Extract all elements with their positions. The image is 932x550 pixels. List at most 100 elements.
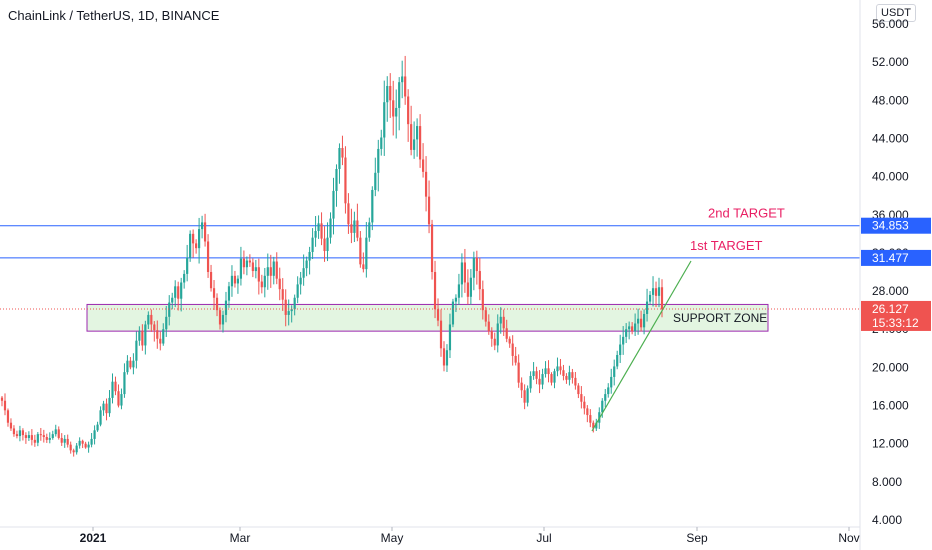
candle-body: [660, 287, 664, 310]
candle-body: [457, 284, 461, 298]
candle-body: [290, 309, 293, 312]
candle-body: [203, 222, 207, 242]
candle-body: [248, 260, 251, 263]
candle-body: [317, 223, 320, 231]
price-axis: 56.00052.00048.00044.00040.00036.00032.0…: [872, 17, 909, 527]
candle-body: [634, 323, 637, 332]
candle-body: [377, 148, 380, 173]
candle-body: [433, 272, 437, 310]
candle-body: [233, 275, 237, 284]
currency-selector[interactable]: USDT: [876, 4, 916, 22]
candle-body: [637, 318, 640, 324]
candle-body: [631, 326, 634, 332]
target-levels: 2nd TARGET 1st TARGET: [0, 206, 860, 259]
candle-body: [639, 318, 643, 328]
candle-body: [3, 400, 7, 411]
candle-body: [493, 338, 496, 346]
candle-body: [18, 430, 22, 437]
candle-body: [353, 220, 356, 233]
level-badge-text: 34.853: [872, 219, 909, 233]
candle-body: [269, 267, 272, 276]
time-axis: 2021 Mar May Jul Sep Nov: [80, 527, 860, 545]
candle-body: [30, 435, 33, 440]
candle-body: [257, 267, 260, 282]
candle-body: [568, 372, 571, 380]
time-tick-label: Jul: [536, 531, 551, 545]
candle-body: [445, 350, 449, 366]
candle-body: [454, 297, 458, 302]
candle-body: [583, 401, 586, 409]
level-badge-text: 31.477: [872, 251, 909, 265]
candle-body: [78, 440, 81, 446]
candle-body: [490, 331, 493, 339]
candle-body: [541, 374, 544, 385]
candle-body: [293, 297, 296, 310]
candle-body: [200, 222, 204, 230]
candle-body: [195, 243, 198, 249]
candle-body: [499, 316, 502, 324]
candle-body: [475, 257, 478, 272]
candle-body: [9, 422, 13, 429]
candle-body: [511, 343, 514, 356]
candle-body: [326, 237, 329, 252]
support-zone: [86, 303, 769, 332]
candle-body: [180, 282, 183, 299]
candle-body: [209, 272, 213, 289]
candle-body: [111, 381, 114, 398]
candle-body: [54, 429, 57, 435]
candle-body: [442, 348, 446, 366]
candle-body: [198, 229, 201, 249]
candle-body: [242, 258, 246, 268]
candle-body: [523, 390, 526, 403]
candle-body: [651, 288, 655, 295]
candle-body: [622, 336, 625, 345]
candle-body: [174, 286, 177, 298]
candle-body: [159, 338, 162, 344]
candle-body: [305, 260, 308, 269]
candle-body: [404, 76, 407, 97]
candle-body: [108, 397, 111, 414]
candle-body: [114, 381, 117, 392]
price-tick-label: 16.000: [872, 399, 909, 413]
candle-body: [296, 284, 299, 298]
level-badge: [861, 249, 931, 266]
candle-body: [371, 189, 374, 223]
candle-body: [123, 372, 126, 395]
candle-body: [469, 277, 472, 297]
candle-body: [374, 172, 377, 190]
candle-body: [607, 387, 610, 395]
chart-title: ChainLink / TetherUS, 1D, BINANCE: [8, 8, 220, 23]
candle-body: [648, 294, 652, 302]
candle-body: [478, 271, 481, 290]
candle-body: [368, 222, 371, 238]
candle-body: [275, 261, 278, 279]
candle-body: [177, 286, 180, 299]
candle-body: [42, 435, 45, 438]
candle-body: [574, 377, 577, 386]
candle-body: [356, 220, 359, 238]
candle-body: [389, 86, 392, 101]
candle-body: [451, 301, 455, 325]
candle-body: [120, 394, 123, 406]
candle-body: [302, 268, 305, 278]
candle-body: [508, 338, 511, 344]
candle-body: [350, 224, 353, 233]
candle-body: [529, 375, 532, 389]
candle-body: [642, 313, 646, 328]
candle-body: [553, 371, 556, 383]
candle-body: [562, 370, 565, 376]
candle-body: [320, 223, 323, 239]
candle-body: [460, 262, 464, 285]
candle-body: [344, 157, 347, 204]
candle-body: [481, 289, 484, 311]
candle-body: [57, 429, 60, 438]
candle-body: [645, 301, 649, 314]
price-tick-label: 8.000: [872, 475, 902, 489]
candle-body: [586, 408, 589, 416]
candle-body: [547, 368, 550, 375]
candle-body: [347, 203, 350, 225]
candle-body: [27, 435, 30, 438]
candle-body: [156, 330, 159, 339]
candle-body: [592, 422, 595, 429]
